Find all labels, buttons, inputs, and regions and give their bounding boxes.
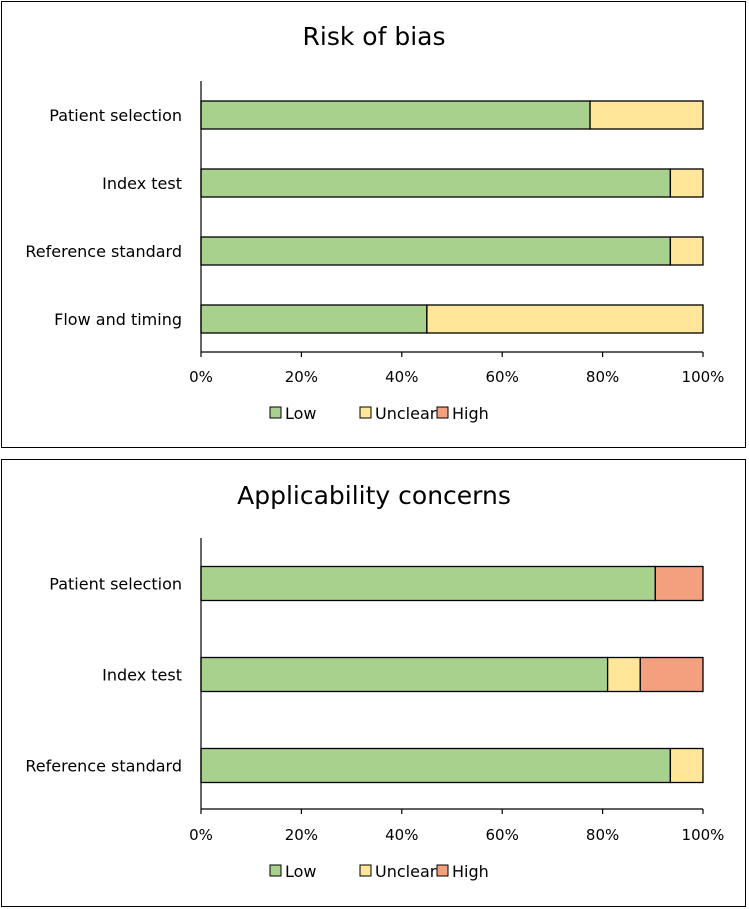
legend-item-unclear: Unclear: [359, 862, 437, 881]
legend-label-high: High: [452, 862, 489, 881]
legend-swatch-low: [269, 406, 282, 419]
bar-reference-standard-low: [200, 236, 672, 266]
bar-patient-selection-unclear: [589, 100, 704, 130]
legend-item-high: High: [436, 862, 489, 881]
legend-swatch-high: [436, 406, 449, 419]
bar-flow-and-timing-low: [200, 304, 428, 334]
risk-of-bias-panel: Risk of bias Patient selection Index test R…: [1, 1, 746, 448]
bar-reference-standard-unclear: [669, 747, 704, 784]
applicability-concerns-panel: Applicability concerns Patient selection I…: [1, 459, 746, 907]
legend-item-low: Low: [269, 862, 317, 881]
x-tick-label: 40%: [385, 368, 418, 386]
legend-swatch-unclear: [359, 406, 372, 419]
bar-reference-standard-low: [200, 747, 672, 784]
chart-title: Risk of bias: [303, 22, 446, 51]
legend-item-low: Low: [269, 404, 317, 423]
legend-swatch-high: [436, 864, 449, 877]
applicability-concerns-chart: Applicability concerns Patient selection I…: [25, 481, 725, 881]
category-label-patient-selection: Patient selection: [49, 106, 182, 125]
x-tick-label: 0%: [189, 368, 213, 386]
legend-label-high: High: [452, 404, 489, 423]
bar-flow-and-timing-unclear: [426, 304, 704, 334]
category-label-index-test: Index test: [102, 666, 182, 685]
x-tick-label: 60%: [486, 368, 519, 386]
bar-index-test-high: [639, 656, 704, 693]
bar-patient-selection-low: [200, 100, 591, 130]
x-tick-label: 80%: [586, 368, 619, 386]
x-tick-label: 100%: [682, 826, 725, 844]
bar-index-test-unclear: [606, 656, 641, 693]
category-label-index-test: Index test: [102, 174, 182, 193]
x-tick-label: 20%: [285, 826, 318, 844]
legend-swatch-low: [269, 864, 282, 877]
category-label-reference-standard: Reference standard: [25, 242, 182, 261]
category-label-reference-standard: Reference standard: [25, 757, 182, 776]
risk-of-bias-chart: Risk of bias Patient selection Index test R…: [25, 22, 725, 423]
x-tick-label: 40%: [385, 826, 418, 844]
bar-index-test-unclear: [669, 168, 704, 198]
legend-swatch-unclear: [359, 864, 372, 877]
legend-item-high: High: [436, 404, 489, 423]
x-tick-label: 80%: [586, 826, 619, 844]
x-tick-label: 0%: [189, 826, 213, 844]
bar-reference-standard-unclear: [669, 236, 704, 266]
chart-title: Applicability concerns: [237, 481, 511, 510]
bar-patient-selection-low: [200, 565, 656, 602]
legend-label-unclear: Unclear: [375, 862, 437, 881]
legend-item-unclear: Unclear: [359, 404, 437, 423]
x-tick-label: 20%: [285, 368, 318, 386]
x-tick-label: 60%: [486, 826, 519, 844]
bar-index-test-low: [200, 656, 609, 693]
x-tick-label: 100%: [682, 368, 725, 386]
legend-label-low: Low: [285, 862, 317, 881]
bar-patient-selection-high: [654, 565, 704, 602]
category-label-patient-selection: Patient selection: [49, 575, 182, 594]
legend-label-low: Low: [285, 404, 317, 423]
category-label-flow-and-timing: Flow and timing: [54, 310, 182, 329]
bar-index-test-low: [200, 168, 672, 198]
legend-label-unclear: Unclear: [375, 404, 437, 423]
